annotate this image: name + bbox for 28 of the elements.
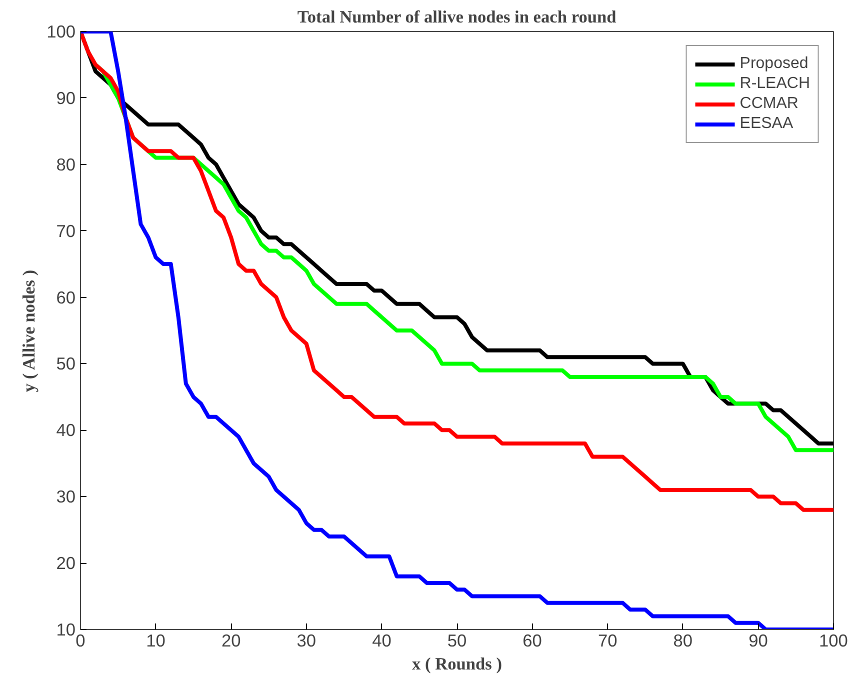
- x-tick-label: 60: [522, 630, 542, 650]
- y-tick-label: 30: [56, 486, 76, 507]
- y-tick-label: 100: [46, 22, 76, 42]
- legend-label: Proposed: [740, 55, 808, 73]
- y-tick-label: 50: [56, 354, 76, 374]
- y-tick-label: 80: [56, 154, 76, 174]
- x-tick-label: 70: [598, 630, 618, 650]
- x-tick-label: 100: [819, 630, 848, 650]
- line-series: [80, 32, 834, 630]
- y-tick-label: 90: [56, 88, 76, 108]
- x-tick-label: 80: [673, 630, 693, 650]
- x-tick-label: 0: [76, 630, 86, 650]
- legend-label: R-LEACH: [740, 75, 810, 93]
- x-tick-label: 90: [748, 630, 768, 650]
- y-axis-title: y ( Allive nodes ): [20, 270, 39, 392]
- x-tick-label: 30: [296, 630, 316, 650]
- y-tick-label: 70: [56, 220, 76, 241]
- x-axis-title: x ( Rounds ): [412, 654, 502, 674]
- y-tick-label: 20: [56, 553, 76, 574]
- x-tick-label: 40: [372, 630, 392, 650]
- x-tick-label: 10: [146, 630, 166, 650]
- x-tick-label: 20: [221, 630, 241, 650]
- chart-title: Total Number of allive nodes in each round: [297, 8, 617, 26]
- x-tick-label: 50: [447, 630, 467, 650]
- legend-label: CCMAR: [740, 95, 798, 113]
- y-tick-label: 40: [56, 420, 76, 440]
- y-tick-label: 60: [56, 287, 76, 308]
- legend-label: EESAA: [740, 115, 794, 133]
